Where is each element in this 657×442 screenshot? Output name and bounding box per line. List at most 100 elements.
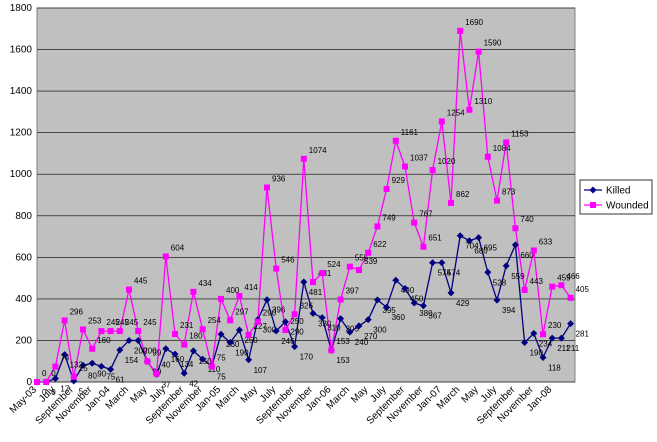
marker <box>172 331 178 338</box>
marker <box>310 279 316 286</box>
data-label: 574 <box>438 269 452 278</box>
marker <box>61 351 69 359</box>
marker <box>540 331 546 338</box>
marker <box>126 286 132 293</box>
data-label: 200 <box>134 346 148 355</box>
data-label: 245 <box>125 318 139 327</box>
data-label: 367 <box>428 312 442 321</box>
marker <box>484 268 492 276</box>
marker <box>475 234 483 242</box>
data-label: 326 <box>300 301 314 310</box>
marker <box>227 317 234 324</box>
data-label: 396 <box>272 306 286 315</box>
data-label: 231 <box>180 321 194 330</box>
marker <box>264 184 270 191</box>
y-tick-label: 200 <box>15 335 32 346</box>
data-label: 154 <box>125 356 139 365</box>
marker <box>254 318 261 325</box>
data-label: 450 <box>410 295 424 304</box>
data-label: 134 <box>180 360 194 369</box>
data-label: 1153 <box>511 129 529 138</box>
marker <box>383 185 390 192</box>
marker <box>567 320 575 328</box>
data-label: 539 <box>364 257 378 266</box>
y-tick-label: 800 <box>15 211 32 222</box>
marker <box>411 219 418 226</box>
marker <box>80 326 86 333</box>
marker <box>402 163 408 170</box>
marker <box>236 292 243 299</box>
data-label: 1690 <box>465 18 483 27</box>
data-label: 680 <box>474 247 488 256</box>
data-label: 300 <box>263 326 277 335</box>
marker <box>438 259 446 267</box>
marker <box>218 295 224 302</box>
marker <box>226 339 234 347</box>
data-label: 524 <box>327 260 341 269</box>
marker <box>107 328 114 335</box>
marker <box>235 326 243 334</box>
marker <box>429 167 436 174</box>
marker <box>456 232 464 240</box>
marker <box>171 350 179 358</box>
marker <box>337 296 344 303</box>
data-label: 297 <box>235 307 249 316</box>
data-label: 211 <box>566 344 579 353</box>
marker <box>107 365 115 373</box>
data-label: 254 <box>208 316 222 325</box>
y-tick-label: 400 <box>15 294 32 305</box>
data-label: 227 <box>254 322 268 331</box>
marker <box>97 362 105 370</box>
marker <box>530 329 538 337</box>
data-label: 270 <box>364 332 378 341</box>
marker <box>79 361 87 369</box>
legend-label: Wounded <box>606 201 649 212</box>
data-label: 929 <box>392 176 406 185</box>
marker <box>356 267 362 274</box>
marker <box>43 379 50 385</box>
marker <box>125 336 133 344</box>
x-tick-label: May <box>128 384 149 405</box>
marker <box>475 48 482 55</box>
data-label: 74 <box>60 354 69 363</box>
marker <box>309 309 317 317</box>
data-label: 0 <box>42 369 47 378</box>
y-tick-label: 1200 <box>10 128 33 139</box>
data-label: 305 <box>346 325 360 334</box>
marker <box>281 318 289 326</box>
data-label: 160 <box>171 355 185 364</box>
data-label: 0 <box>51 369 56 378</box>
data-label: 250 <box>290 317 304 326</box>
data-label: 1254 <box>447 108 465 117</box>
marker <box>291 311 298 318</box>
x-tick-label: May <box>239 384 260 405</box>
marker <box>89 345 96 352</box>
data-label: 150 <box>198 357 212 366</box>
data-label: 490 <box>401 286 415 295</box>
x-tick-label: May <box>460 384 481 405</box>
y-tick-label: 0 <box>26 377 32 388</box>
marker <box>162 253 169 260</box>
marker <box>337 315 345 323</box>
data-label: 61 <box>116 375 125 384</box>
marker <box>98 328 105 335</box>
marker <box>291 343 299 351</box>
marker <box>245 331 252 338</box>
data-label: 1037 <box>410 154 428 163</box>
marker <box>346 328 354 336</box>
marker <box>521 339 529 347</box>
marker <box>484 153 491 160</box>
marker <box>190 288 197 295</box>
marker <box>567 294 574 301</box>
marker <box>116 328 123 335</box>
data-label: 75 <box>217 353 226 362</box>
data-label: 211 <box>557 344 570 353</box>
marker <box>392 137 399 144</box>
data-label: 246 <box>281 337 295 346</box>
data-label: 250 <box>244 336 258 345</box>
data-label: 190 <box>235 349 249 358</box>
marker <box>365 249 372 256</box>
marker <box>521 286 528 293</box>
marker <box>355 322 363 330</box>
data-label: 740 <box>520 215 534 224</box>
